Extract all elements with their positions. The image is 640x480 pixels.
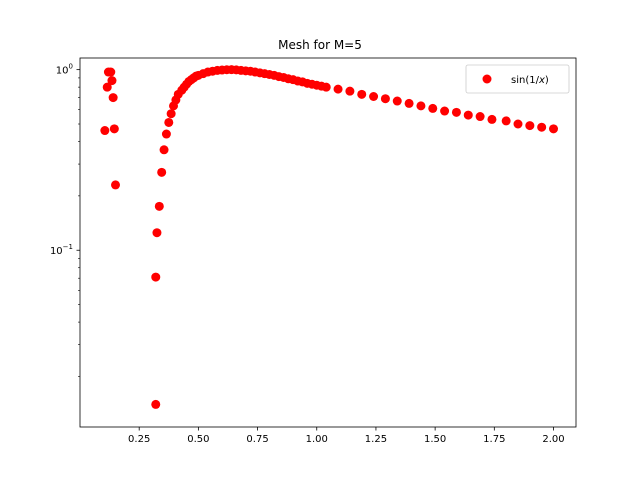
data-point	[549, 124, 559, 134]
data-point	[463, 110, 473, 120]
data-point	[321, 82, 331, 92]
x-tick-label: 1.25	[365, 434, 387, 445]
data-point	[475, 112, 485, 122]
legend-label-var: x	[538, 75, 545, 86]
axes-frame	[79, 57, 577, 428]
x-tick-label: 0.50	[187, 434, 209, 445]
data-point	[333, 84, 343, 94]
data-point	[108, 93, 118, 103]
data-point	[380, 94, 390, 104]
data-point	[102, 82, 112, 92]
data-point	[100, 126, 110, 136]
data-point	[440, 106, 450, 116]
data-point	[161, 129, 171, 139]
data-point	[111, 180, 121, 190]
data-point	[107, 76, 117, 86]
data-point	[428, 103, 438, 113]
chart-title: Mesh for M=5	[278, 38, 362, 52]
data-point	[151, 399, 161, 409]
data-point	[369, 92, 379, 102]
data-point	[159, 145, 169, 155]
data-point	[525, 121, 535, 131]
x-tick-label: 1.00	[306, 434, 328, 445]
x-tick-label: 1.50	[424, 434, 446, 445]
plot-area	[100, 65, 559, 409]
data-point	[164, 117, 174, 127]
data-point	[513, 119, 523, 129]
legend-label: sin(1/x)	[511, 75, 549, 86]
y-tick-label: 10−1	[50, 243, 73, 257]
data-point	[151, 272, 161, 282]
data-point	[345, 86, 355, 96]
data-point	[392, 96, 402, 106]
data-point	[451, 107, 461, 117]
legend-marker	[482, 74, 492, 84]
data-point	[357, 89, 367, 99]
x-tick-label: 0.75	[246, 434, 268, 445]
data-point	[404, 98, 414, 108]
data-point	[166, 109, 176, 119]
data-point	[487, 114, 497, 124]
x-tick-label: 0.25	[128, 434, 150, 445]
x-tick-label: 1.75	[483, 434, 505, 445]
data-point	[152, 228, 162, 238]
data-point	[157, 167, 167, 177]
data-point	[537, 122, 547, 132]
data-point	[501, 116, 511, 126]
axis-ticks: 0.25 0.50 0.75 1.00 1.25 1.50 1.75 2.00 100 10−1	[50, 63, 565, 445]
x-tick-label: 2.00	[542, 434, 564, 445]
data-point	[154, 201, 164, 211]
data-point	[109, 124, 119, 134]
data-point	[106, 67, 116, 77]
y-tick-label: 100	[56, 63, 73, 77]
legend-label-suffix: )	[545, 75, 549, 86]
legend-label-prefix: sin(1/	[511, 75, 540, 86]
legend-box	[465, 64, 570, 94]
legend: sin(1/x)	[465, 64, 570, 94]
data-point	[416, 101, 426, 111]
